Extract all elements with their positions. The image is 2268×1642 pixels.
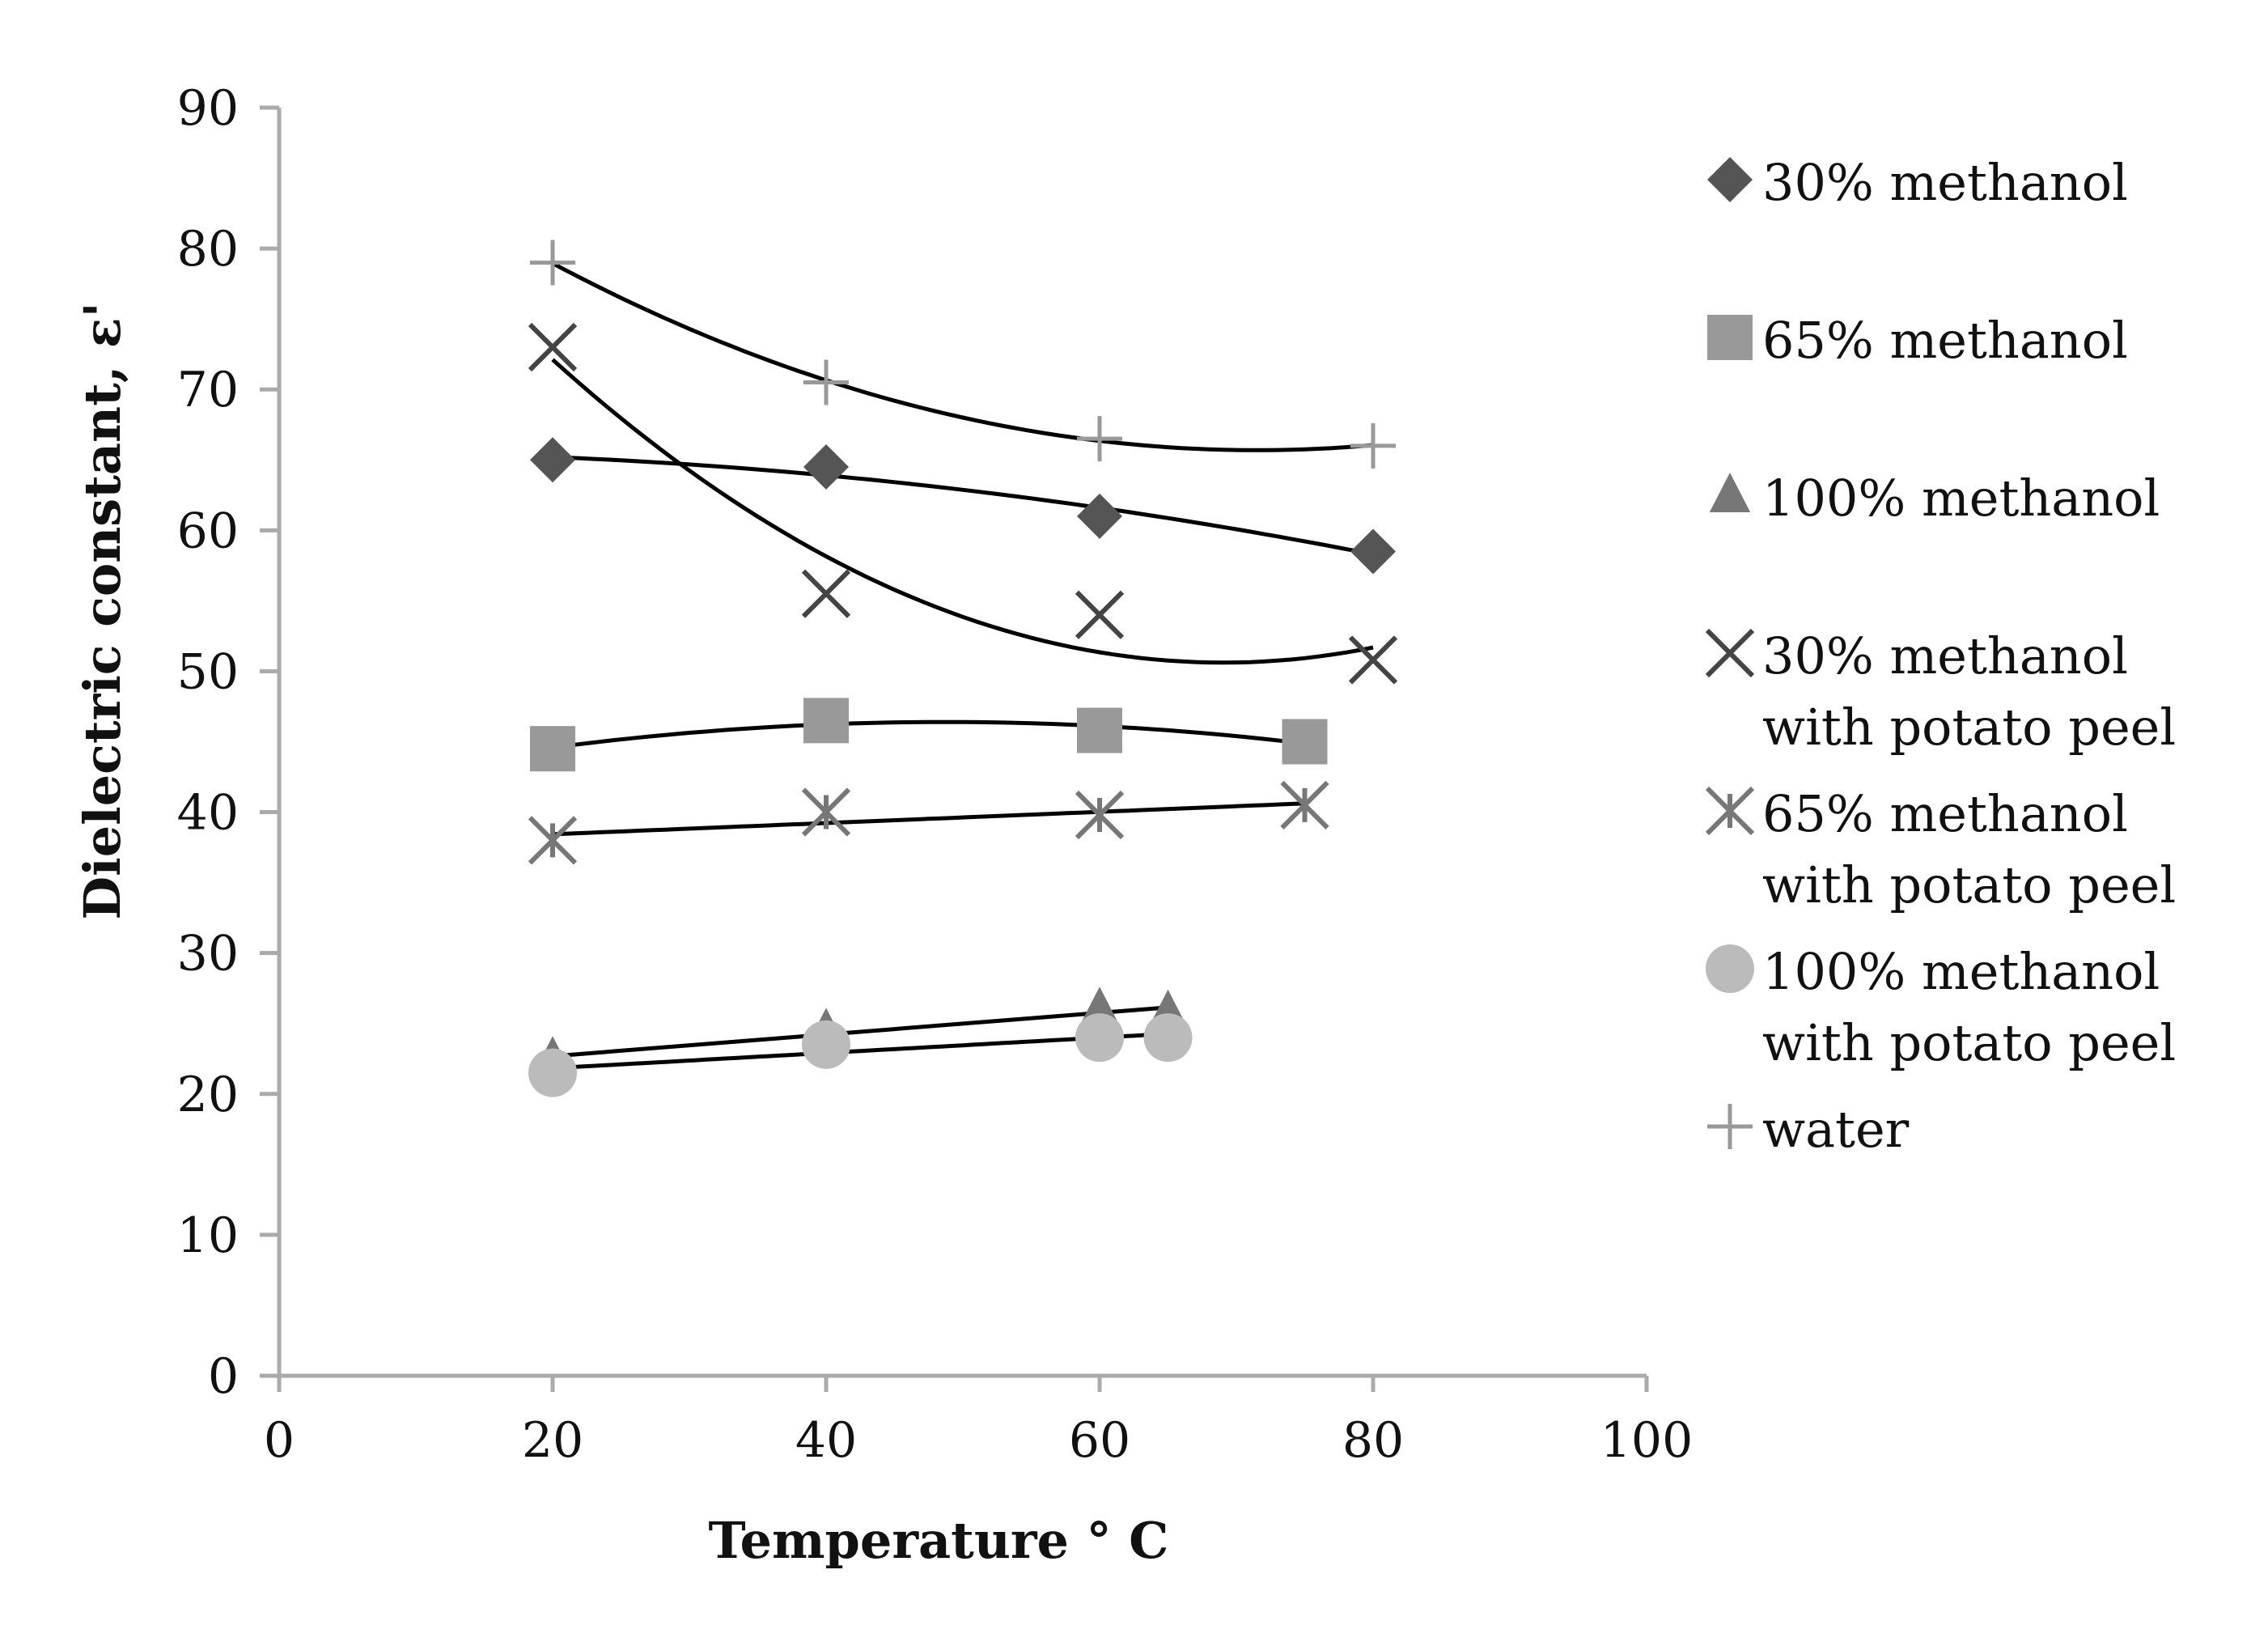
legend-marker xyxy=(1705,628,1755,678)
y-tick-label: 10 xyxy=(177,1207,239,1264)
y-tick-label: 40 xyxy=(177,785,239,842)
trendline xyxy=(552,719,1305,750)
legend: 30% methanol 65% methanol 100% methanol 30%… xyxy=(1705,153,2176,1159)
y-axis-title: Dielectric constant, ε' xyxy=(73,302,132,919)
data-point-x xyxy=(1348,635,1398,685)
legend-marker xyxy=(1707,157,1753,202)
data-point-diamond xyxy=(803,443,849,490)
data-point-plus xyxy=(530,240,575,286)
legend-marker xyxy=(1706,944,1754,993)
data-point-diamond xyxy=(1350,528,1396,575)
x-tick-label: 80 xyxy=(1342,1412,1404,1469)
y-tick-label: 70 xyxy=(177,362,239,418)
trendline xyxy=(552,1032,1168,1071)
legend-marker xyxy=(1707,1104,1753,1149)
data-point-plus xyxy=(1350,422,1396,469)
legend-label: water xyxy=(1762,1100,1910,1159)
data-point-square xyxy=(803,698,849,744)
trendline xyxy=(552,1005,1168,1059)
legend-label: with potato peel xyxy=(1762,698,2176,757)
trendline xyxy=(551,261,1374,452)
data-point-plus xyxy=(803,359,849,405)
y-tick-label: 80 xyxy=(177,221,239,278)
data-point-circle xyxy=(528,1048,577,1097)
x-tick-label: 20 xyxy=(522,1412,583,1469)
y-tick-label: 90 xyxy=(177,80,239,137)
legend-marker xyxy=(1705,786,1755,836)
data-point-star xyxy=(801,787,851,837)
data-point-star xyxy=(1280,780,1329,829)
data-point-diamond xyxy=(530,437,575,483)
axes: 0 20 40 60 80 100 0 10 20 30 40 50 60 70 80 90 xyxy=(177,80,1694,1469)
legend-marker xyxy=(1709,473,1751,512)
legend-label: with potato peel xyxy=(1762,1013,2176,1072)
data-point-square xyxy=(1282,719,1328,765)
legend-label: 30% methanol xyxy=(1762,153,2128,212)
y-tick-label: 50 xyxy=(177,643,239,700)
legend-label: 65% methanol xyxy=(1762,311,2128,370)
data-point-x xyxy=(801,569,851,618)
legend-label: 30% methanol xyxy=(1762,626,2128,685)
data-points xyxy=(528,240,1398,1097)
legend-marker xyxy=(1707,315,1753,360)
legend-label: 100% methanol xyxy=(1762,469,2160,528)
x-tick-label: 100 xyxy=(1600,1412,1694,1469)
trendline xyxy=(552,455,1374,557)
data-point-star xyxy=(1075,790,1125,840)
x-tick-label: 40 xyxy=(795,1412,857,1469)
y-tick-label: 30 xyxy=(177,926,239,982)
legend-label: with potato peel xyxy=(1762,855,2176,914)
data-point-circle xyxy=(1075,1013,1124,1063)
trendline xyxy=(552,801,1305,837)
data-point-square xyxy=(530,726,575,772)
y-tick-label: 60 xyxy=(177,503,239,559)
x-tick-label: 0 xyxy=(264,1412,295,1469)
x-axis-title: Temperature ° C xyxy=(708,1511,1168,1570)
data-point-x xyxy=(1075,590,1125,639)
data-point-plus xyxy=(1077,416,1122,462)
data-point-star xyxy=(528,816,578,865)
y-tick-label: 0 xyxy=(208,1348,239,1405)
trendlines xyxy=(551,261,1374,1071)
y-tick-label: 20 xyxy=(177,1067,239,1123)
data-point-circle xyxy=(802,1020,850,1069)
legend-label: 65% methanol xyxy=(1762,784,2128,843)
trendline xyxy=(551,358,1374,665)
data-point-circle xyxy=(1143,1013,1193,1063)
data-point-square xyxy=(1077,707,1122,753)
legend-label: 100% methanol xyxy=(1762,942,2160,1001)
data-point-x xyxy=(528,322,578,372)
data-point-diamond xyxy=(1077,493,1122,539)
x-tick-label: 60 xyxy=(1069,1412,1130,1469)
